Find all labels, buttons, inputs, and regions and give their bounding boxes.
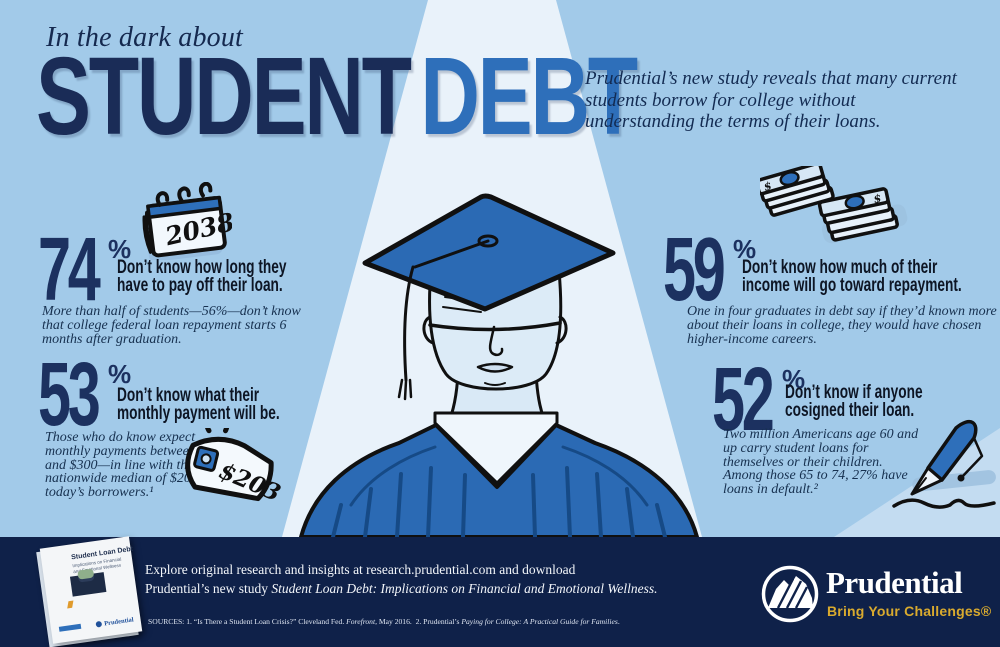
stat-74-percent-sign: %	[108, 234, 132, 264]
stat-74-headline: Don’t know how long they have to pay off…	[117, 257, 287, 296]
money-stack-left: $	[760, 166, 835, 217]
stat-52-headline-line2: cosigned their loan.	[785, 400, 915, 421]
stat-52-headline-line1: Don’t know if anyone	[785, 382, 923, 403]
stat-59-percent-sign: %	[733, 234, 757, 264]
page-title: STUDENTDEBT	[36, 42, 638, 152]
graduate-lips	[476, 362, 514, 373]
stat-53-headline-line2: monthly payment will be.	[117, 403, 280, 424]
sources-line: SOURCES: 1. “Is There a Student Loan Cri…	[148, 617, 708, 626]
booklet-brand: Prudential	[96, 616, 134, 628]
stat-52-headline: Don’t know if anyone cosigned their loan…	[785, 382, 923, 421]
stat-59-headline-line2: income will go toward repayment.	[742, 275, 962, 296]
calendar-header-strip	[146, 195, 223, 219]
pen-clip	[959, 436, 984, 480]
calendar-page-edges	[142, 210, 156, 256]
tassel-strands	[397, 378, 413, 401]
stat-53-headline-line1: Don’t know what their	[117, 385, 260, 406]
sources-part5: .	[617, 617, 620, 626]
tassel-cord	[413, 239, 490, 269]
sources-part3: , May 2016. 2. Prudential’s	[375, 617, 462, 626]
rock-logo-icon	[761, 565, 819, 623]
footer-line2-prefix: Prudential’s new study	[145, 581, 272, 596]
title-word-debt: DEBT	[420, 35, 638, 158]
stat-59-detail: One in four graduates in debt say if the…	[687, 304, 997, 347]
pen-body	[926, 419, 978, 482]
stat-59-value: 59	[663, 220, 726, 320]
tassel	[403, 265, 415, 382]
bill-symbol-right: $	[872, 192, 882, 206]
pen-signature-squiggle	[892, 498, 996, 509]
intro-text: Prudential’s new study reveals that many…	[585, 68, 957, 132]
stat-53-value: 53	[38, 345, 101, 445]
collar	[433, 411, 559, 485]
sources-part2: Forefront	[346, 617, 376, 626]
study-booklet-thumbnail: Student Loan Debt Implications on Financ…	[36, 536, 143, 647]
footer-study-title: Student Loan Debt: Implications on Finan…	[271, 581, 658, 596]
stat-74-headline-line1: Don’t know how long they	[117, 257, 287, 278]
tag-grommet-hole	[200, 453, 212, 465]
graduation-cap-icon	[362, 193, 616, 312]
stat-59-headline: Don’t know how much of their income will…	[742, 257, 962, 296]
gown-seams	[349, 445, 649, 507]
graduate-nose	[488, 325, 504, 357]
stat-74-detail: More than half of students—56%—don’t kno…	[42, 304, 301, 347]
money-stack-right: $	[817, 187, 899, 242]
stat-52-percent-sign: %	[782, 364, 806, 394]
booklet-orange-mark	[67, 600, 74, 609]
price-tag-icon: $203	[185, 428, 282, 507]
pen-shadow	[912, 470, 996, 492]
stat-52-value: 52	[712, 350, 775, 450]
footer-bar	[0, 537, 1000, 647]
footer-line1: Explore original research and insights a…	[145, 562, 576, 577]
calendar-rings	[155, 182, 213, 207]
gown-pleats	[331, 466, 667, 537]
stat-74-headline-line2: have to pay off their loan.	[117, 275, 283, 296]
bill-symbol-left: $	[762, 179, 773, 194]
booklet-photo	[69, 568, 107, 597]
footer-line2: Prudential’s new study Student Loan Debt…	[145, 579, 657, 598]
blindfolded-graduate-illustration	[299, 193, 699, 537]
booklet-flower-cap-image	[77, 568, 95, 580]
blindfold-edge-line	[428, 321, 562, 332]
booklet-blue-strip	[58, 623, 82, 632]
pen-nib-slit	[915, 477, 927, 492]
graduate-ears	[422, 315, 568, 345]
stat-59-headline-line1: Don’t know how much of their	[742, 257, 938, 278]
sources-part1: SOURCES: 1. “Is There a Student Loan Cri…	[148, 617, 347, 626]
stat-53-percent-sign: %	[108, 359, 132, 389]
fountain-pen-icon	[892, 419, 996, 509]
tag-string-loop	[204, 428, 230, 434]
kicker: In the dark about	[46, 22, 244, 53]
logo-wordmark: Prudential	[826, 565, 963, 600]
stat-74-value: 74	[38, 220, 101, 320]
title-word-student: STUDENT	[36, 35, 412, 158]
booklet-cover: Student Loan Debt Implications on Financ…	[39, 536, 143, 644]
calendar-icon: 2038	[142, 182, 232, 260]
sources-part4: Paying for College: A Practical Guide fo…	[461, 617, 618, 626]
prudential-logo: Prudential Bring Your Challenges®	[760, 563, 991, 630]
stat-53-detail: Those who do know expect monthly payment…	[45, 430, 228, 501]
logo-tagline: Bring Your Challenges®	[827, 603, 992, 619]
footer-cta-text: Explore original research and insights a…	[145, 560, 657, 598]
money-stacks-icon: $ $	[760, 166, 908, 244]
stat-53-headline: Don’t know what their monthly payment wi…	[117, 385, 280, 424]
graduate-chin-line	[484, 382, 506, 386]
stat-52-detail: Two million Americans age 60 and up carr…	[723, 427, 919, 498]
